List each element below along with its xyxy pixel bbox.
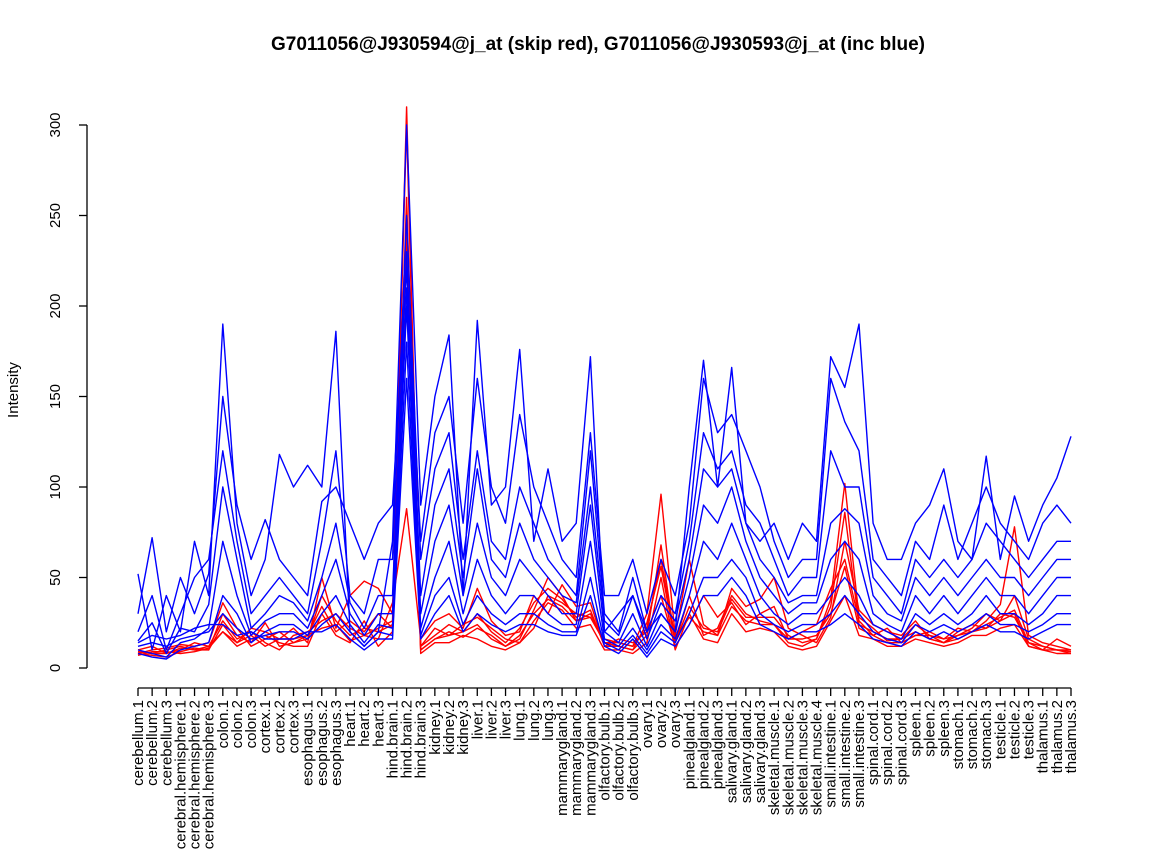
x-tick-label: small.intestine.3 <box>851 700 868 808</box>
x-tick-label: liver.3 <box>498 700 515 739</box>
x-tick-label: pinealgland.1 <box>681 700 698 789</box>
x-tick-label: cerebellum.1 <box>130 700 147 786</box>
x-tick-label: skeletal.muscle.3 <box>794 700 811 815</box>
x-tick-label: skeletal.muscle.1 <box>766 700 783 815</box>
x-tick-label: ovary.2 <box>653 700 670 748</box>
x-tick-label: heart.1 <box>342 700 359 747</box>
x-tick-label: spleen.2 <box>922 700 939 757</box>
x-tick-label: spinal.cord.2 <box>879 700 896 785</box>
x-tick-label: lung.1 <box>512 700 529 741</box>
x-tick-label: thalamus.1 <box>1035 700 1052 773</box>
x-tick-label: cerebral.hemisphere.2 <box>187 700 204 849</box>
x-tick-label: colon.3 <box>243 700 260 748</box>
x-tick-label: skeletal.muscle.4 <box>809 700 826 815</box>
x-tick-label: ovary.1 <box>639 700 656 748</box>
x-tick-label: small.intestine.2 <box>837 700 854 808</box>
x-tick-label: mammarygland.3 <box>582 700 599 816</box>
x-tick-label: stomach.2 <box>964 700 981 769</box>
x-tick-label: olfactory.bulb.2 <box>611 700 628 801</box>
y-tick-label: 0 <box>47 664 64 672</box>
x-tick-label: testicle.1 <box>992 700 1009 759</box>
series-line-inc-8 <box>137 377 1071 658</box>
series-line-inc-2 <box>137 269 1072 633</box>
x-tick-label: olfactory.bulb.1 <box>597 700 614 801</box>
x-tick-label: esophagus.3 <box>328 700 345 786</box>
x-tick-label: liver.1 <box>469 700 486 739</box>
chart-title: G7011056@J930594@j_at (skip red), G70110… <box>271 34 925 55</box>
x-tick-label: thalamus.2 <box>1049 700 1066 773</box>
x-tick-label: lung.2 <box>526 700 543 741</box>
x-tick-label: olfactory.bulb.3 <box>625 700 642 801</box>
x-tick-label: pinealgland.3 <box>710 700 727 789</box>
x-tick-label: heart.2 <box>356 700 373 747</box>
x-tick-label: cortex.3 <box>286 700 303 753</box>
x-tick-label: mammarygland.1 <box>554 700 571 816</box>
series-layer <box>137 106 1072 660</box>
series-line-inc-3 <box>137 214 1071 651</box>
x-tick-label: hind.brain.3 <box>413 700 430 778</box>
y-tick-label: 300 <box>47 112 64 137</box>
y-tick-label: 250 <box>47 203 64 228</box>
x-tick-label: stomach.1 <box>950 700 967 769</box>
x-axis: cerebellum.1cerebellum.2cerebellum.3cere… <box>130 687 1080 849</box>
x-tick-label: salivary.gland.3 <box>752 700 769 803</box>
x-tick-label: cortex.2 <box>271 700 288 753</box>
x-tick-label: stomach.3 <box>978 700 995 769</box>
x-tick-label: colon.1 <box>215 700 232 748</box>
y-axis-label: Intensity <box>5 362 22 418</box>
x-tick-label: hind.brain.2 <box>399 700 416 778</box>
x-tick-label: spleen.1 <box>908 700 925 757</box>
series-line-inc-7 <box>137 341 1071 655</box>
x-tick-label: mammarygland.2 <box>568 700 585 816</box>
x-tick-label: hind.brain.1 <box>384 700 401 778</box>
series-line-inc-5 <box>137 287 1071 658</box>
series-line-inc-6 <box>137 305 1071 660</box>
x-tick-label: testicle.2 <box>1006 700 1023 759</box>
x-tick-label: kidney.1 <box>427 700 444 755</box>
x-tick-label: esophagus.2 <box>314 700 331 786</box>
y-tick-label: 150 <box>47 384 64 409</box>
x-tick-label: thalamus.3 <box>1063 700 1080 773</box>
x-tick-label: cerebellum.2 <box>144 700 161 786</box>
x-tick-label: heart.3 <box>370 700 387 747</box>
y-tick-label: 50 <box>47 569 64 586</box>
y-axis: 0 50 100 150 200 250 300 <box>47 112 88 672</box>
x-tick-label: cerebral.hemisphere.1 <box>172 700 189 849</box>
x-tick-label: lung.3 <box>540 700 557 741</box>
x-tick-label: spinal.cord.3 <box>893 700 910 785</box>
series-line-skip-2 <box>137 124 1072 655</box>
x-tick-label: salivary.gland.1 <box>724 700 741 803</box>
x-tick-label: cerebellum.3 <box>158 700 175 786</box>
x-tick-label: skeletal.muscle.2 <box>780 700 797 815</box>
x-tick-label: salivary.gland.2 <box>738 700 755 803</box>
y-tick-label: 100 <box>47 474 64 499</box>
x-tick-label: kidney.2 <box>441 700 458 755</box>
x-tick-label: cortex.1 <box>257 700 274 753</box>
x-tick-label: spleen.3 <box>936 700 953 757</box>
series-line-inc-1 <box>137 124 1072 651</box>
series-line-skip-4 <box>137 196 1071 656</box>
x-tick-label: small.intestine.1 <box>823 700 840 808</box>
x-tick-label: kidney.3 <box>455 700 472 755</box>
x-tick-label: colon.2 <box>229 700 246 748</box>
x-tick-label: pinealgland.2 <box>695 700 712 789</box>
x-tick-label: cerebral.hemisphere.3 <box>201 700 218 849</box>
series-line-inc-4 <box>137 250 1071 655</box>
x-tick-label: ovary.3 <box>667 700 684 748</box>
x-tick-label: esophagus.1 <box>300 700 317 786</box>
x-tick-label: liver.2 <box>483 700 500 739</box>
x-tick-label: spinal.cord.1 <box>865 700 882 785</box>
y-tick-label: 200 <box>47 293 64 318</box>
x-tick-label: testicle.3 <box>1021 700 1038 759</box>
